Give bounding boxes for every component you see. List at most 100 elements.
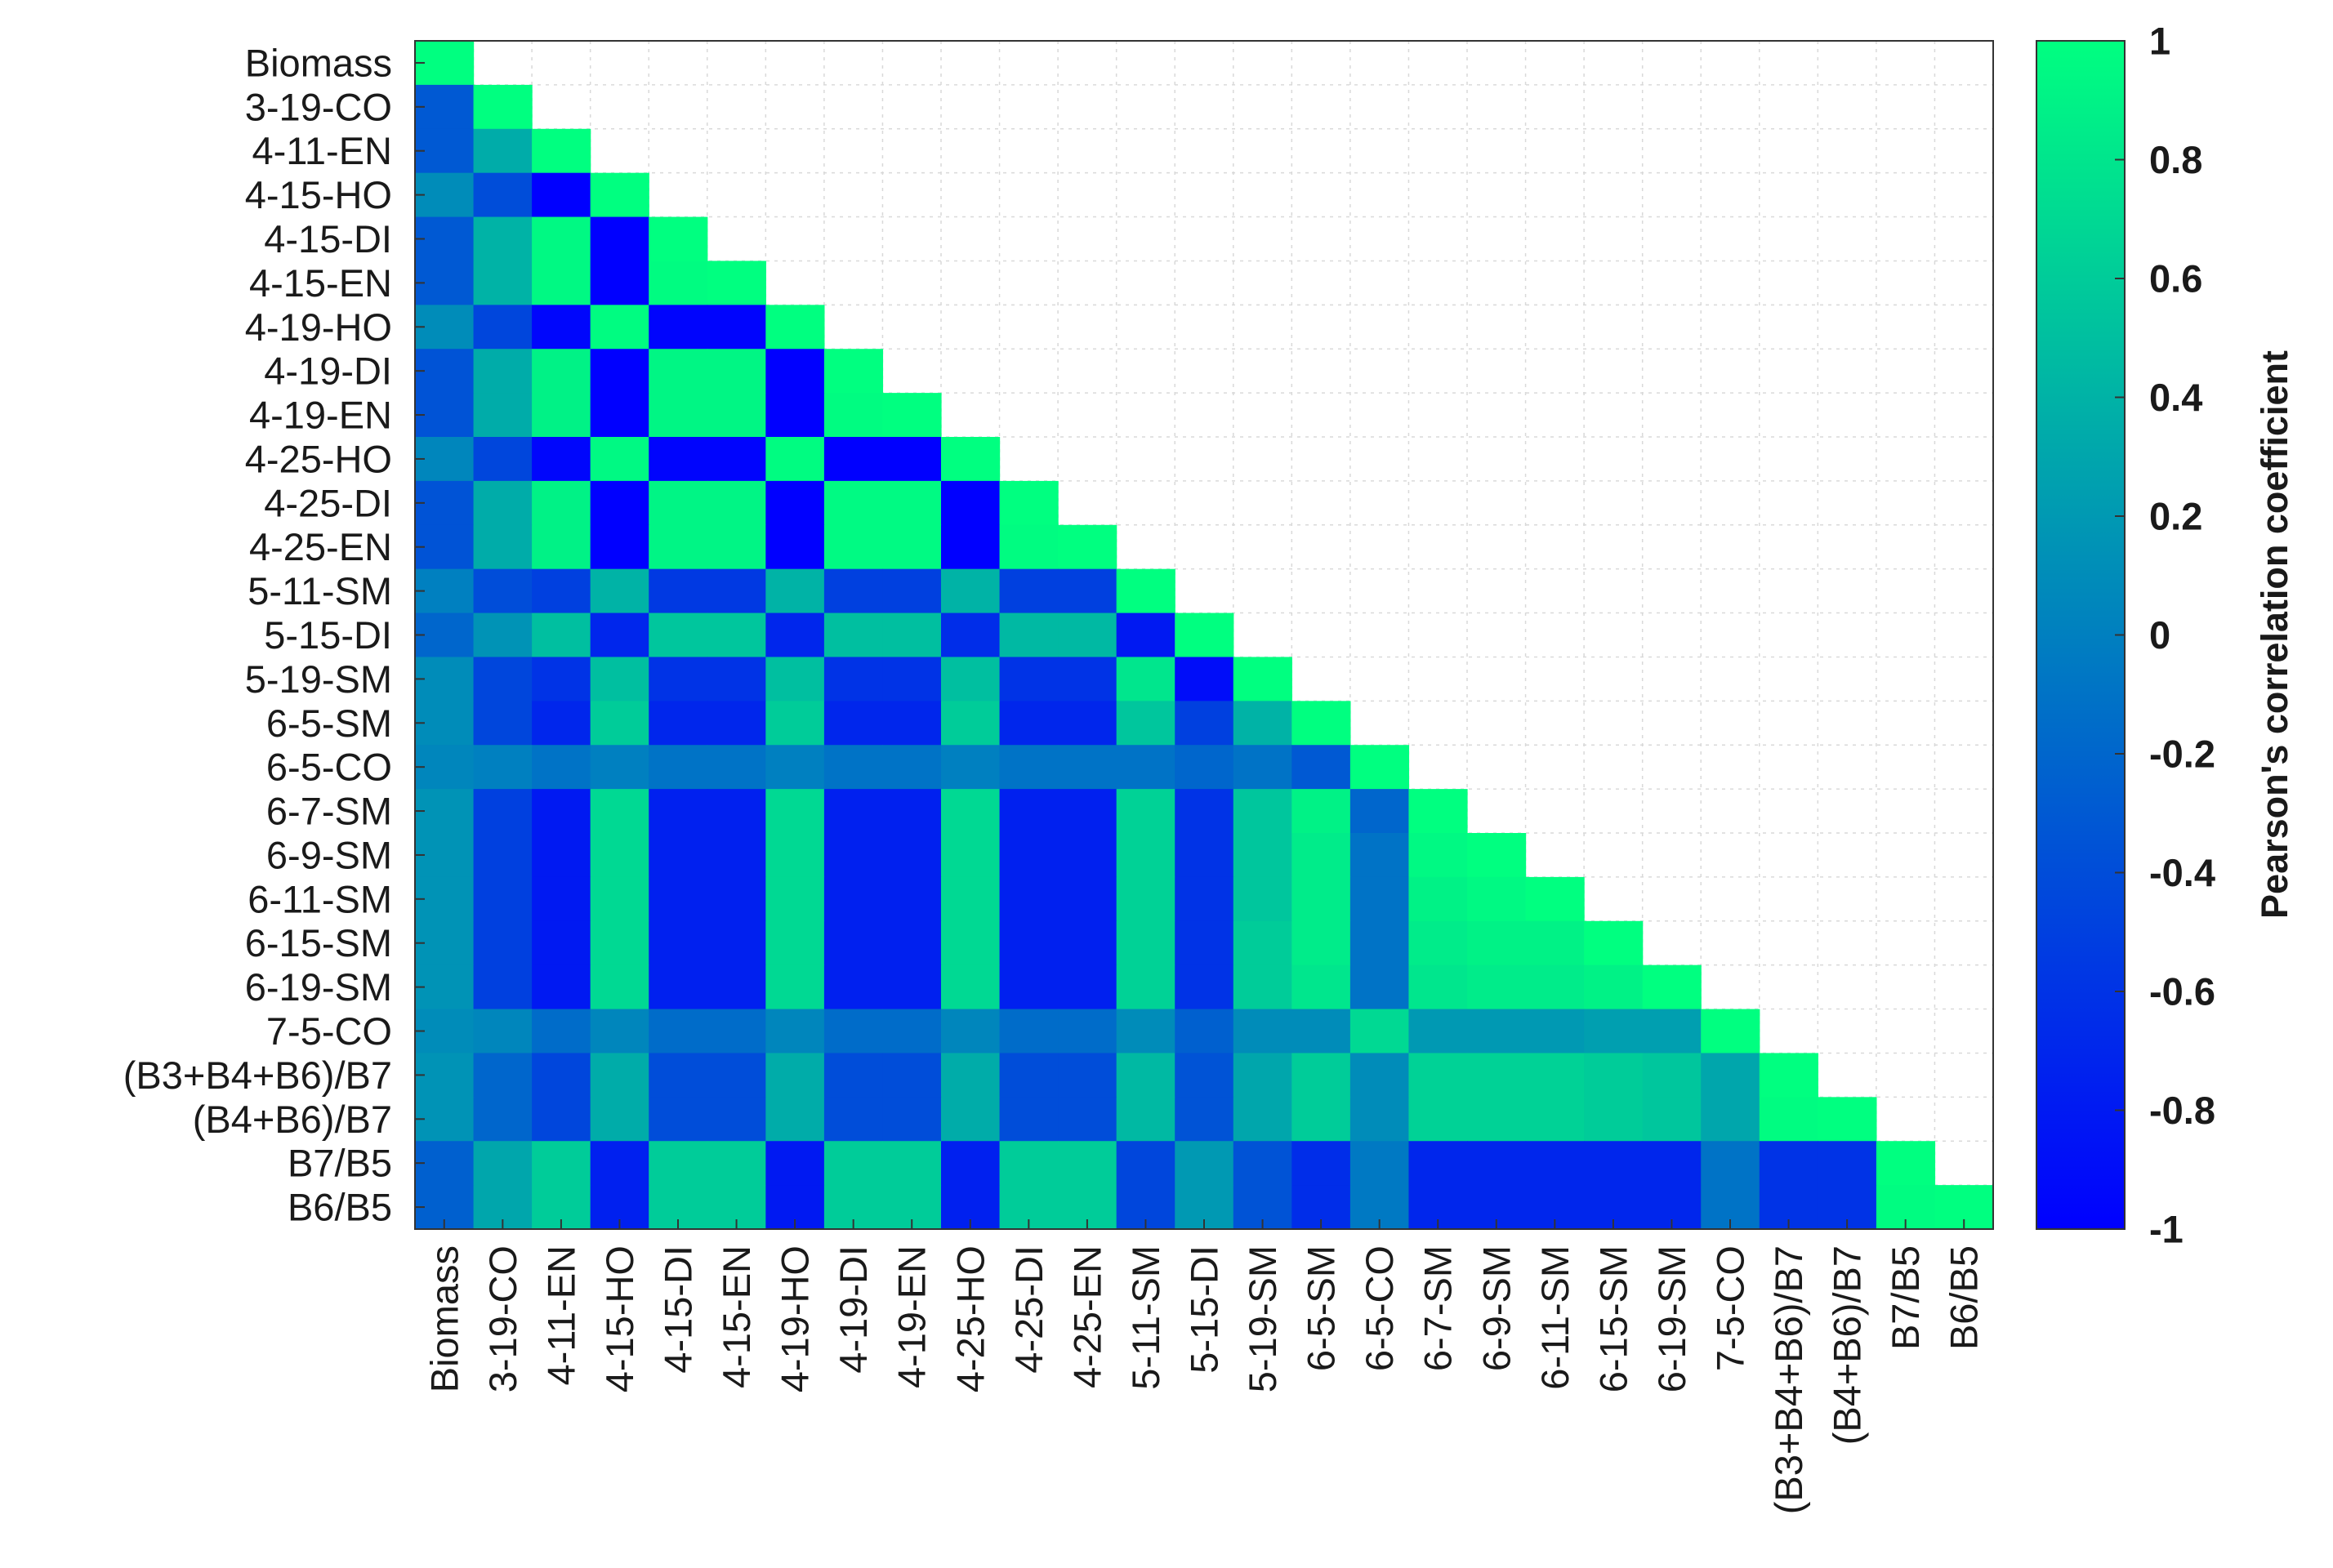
heatmap-cell [765,612,825,658]
column-label: 4-15-EN [715,1245,758,1388]
column-label: 4-11-EN [539,1245,582,1386]
heatmap-cell [590,964,649,1010]
heatmap-cell [1759,1053,1818,1098]
heatmap-cell [1058,833,1117,878]
heatmap-cell [765,833,825,878]
row-label: 4-19-EN [249,394,392,437]
heatmap-cell [999,657,1059,702]
column-label: 5-15-DI [1183,1245,1226,1374]
colorbar-tick-label: 1 [2149,20,2170,63]
column-label: 6-5-SM [1300,1245,1343,1371]
heatmap-cell [1058,568,1117,614]
heatmap-cell [1058,1053,1117,1098]
column-label: B6/B5 [1943,1245,1986,1350]
column-label: 4-19-DI [832,1245,875,1374]
heatmap-cell [1058,964,1117,1010]
heatmap-cell [707,657,766,702]
heatmap-cell [590,1141,649,1186]
heatmap-cell [1349,920,1410,966]
heatmap-cell [999,480,1059,526]
heatmap-cell [532,745,591,790]
heatmap-cell [415,701,475,746]
heatmap-cell [590,568,649,614]
column-label: 4-19-HO [774,1245,817,1392]
heatmap-cell [823,480,884,526]
row-label: (B3+B4+B6)/B7 [123,1054,392,1097]
heatmap-cell [941,920,1001,966]
heatmap-cell [590,305,649,350]
heatmap-cell [649,480,708,526]
heatmap-cell [1116,745,1175,790]
heatmap-cell [941,524,1001,570]
heatmap-cell [649,789,708,834]
heatmap-cell [999,876,1059,922]
row-label: 4-19-DI [264,350,392,393]
heatmap-cell [1408,964,1468,1010]
heatmap-cell [473,789,533,834]
heatmap-cell [473,480,533,526]
heatmap-cell [999,524,1059,570]
column-labels: Biomass 3-19-CO 4-11-EN 4-15-HO 4-15-DI 4-15-… [422,1219,1986,1514]
heatmap-cell [415,1097,475,1142]
heatmap-cell [707,964,766,1010]
heatmap-cell [532,789,591,834]
heatmap-cell [1175,701,1234,746]
heatmap-cell [882,612,942,658]
heatmap-cell [1233,964,1292,1010]
heatmap-cell [999,789,1059,834]
heatmap-cell [765,349,825,394]
heatmap-cell [823,1009,884,1054]
heatmap-cell [532,305,591,350]
heatmap-cell [590,393,649,438]
heatmap-cell [1349,1053,1410,1098]
heatmap-cell [941,1097,1001,1142]
heatmap-cell [707,612,766,658]
colorbar-tick-label: 0 [2149,613,2170,657]
heatmap-cell [1291,745,1351,790]
heatmap-cell [590,524,649,570]
heatmap-cell [707,480,766,526]
heatmap-cell [1349,1009,1410,1054]
heatmap-cell [1291,701,1351,746]
heatmap-cell [1408,1097,1468,1142]
heatmap-cell [1116,876,1175,922]
heatmap-cell [1584,964,1644,1010]
heatmap-cell [765,1053,825,1098]
heatmap-cell [590,701,649,746]
heatmap-cell [590,920,649,966]
heatmap-cell [1116,701,1175,746]
column-label: B7/B5 [1884,1245,1927,1350]
heatmap-cell [941,437,1001,482]
heatmap-cell [999,1009,1059,1054]
heatmap-cell [1642,1053,1702,1098]
heatmap-cell [532,349,591,394]
row-label: 4-25-HO [245,437,392,480]
heatmap-cell [1408,1009,1468,1054]
heatmap-cell [649,349,708,394]
heatmap-cell [1525,1053,1585,1098]
heatmap-cell [1291,876,1351,922]
heatmap-cell [649,261,708,305]
heatmap-cell [941,964,1001,1010]
heatmap-cell [1116,568,1175,614]
heatmap-cell [882,833,942,878]
heatmap-cell [473,612,533,658]
heatmap-cell [1233,789,1292,834]
heatmap-cell [765,305,825,350]
row-label: 7-5-CO [266,1009,392,1053]
row-label: (B4+B6)/B7 [193,1098,392,1141]
heatmap-cell [532,1009,591,1054]
column-label: 4-15-DI [657,1245,700,1374]
column-label: 6-9-SM [1474,1245,1518,1371]
heatmap-cell [882,480,942,526]
heatmap-cell [1116,1141,1175,1186]
heatmap-cell [823,437,884,482]
heatmap-cell [532,701,591,746]
heatmap-cell [999,1053,1059,1098]
heatmap-cell [415,920,475,966]
column-label: 7-5-CO [1709,1245,1752,1371]
heatmap-cell [649,745,708,790]
heatmap-cell [941,833,1001,878]
heatmap-cell [1701,1097,1760,1142]
column-label: 4-25-EN [1065,1245,1109,1388]
